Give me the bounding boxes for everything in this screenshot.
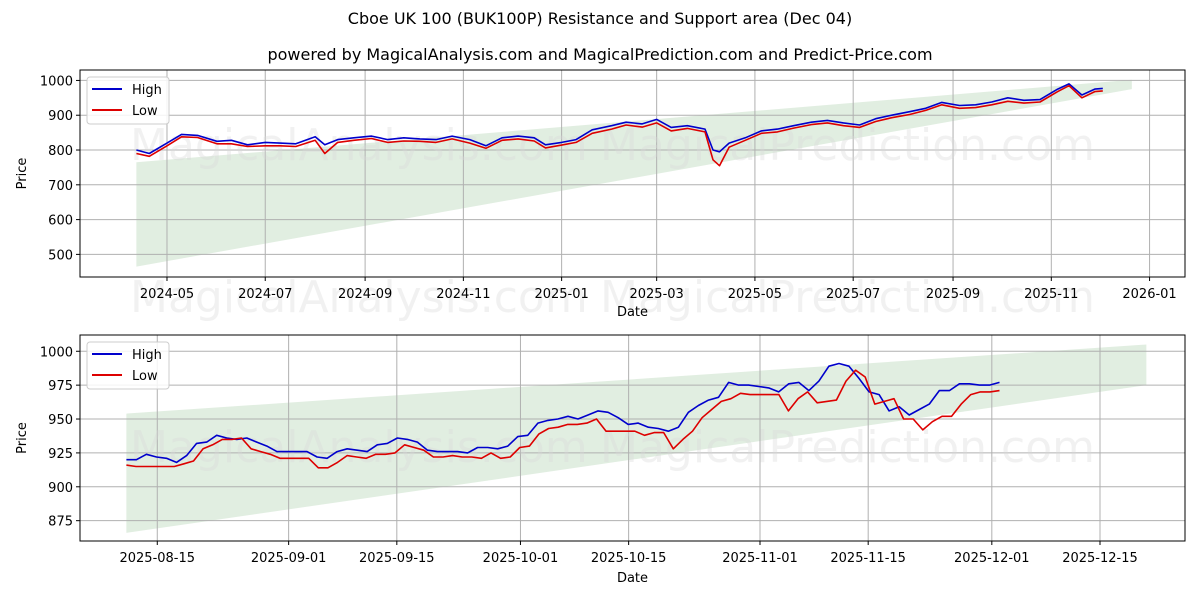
x-axis-label: Date [617, 305, 648, 320]
x-axis-ticks: 2025-08-15 2025-09-01 2025-09-15 2025-10-01… [119, 541, 1138, 566]
y-tick-label: 1000 [40, 345, 73, 360]
x-tick-label: 2025-01 [534, 287, 588, 302]
chart-subtitle: powered by MagicalAnalysis.com and Magic… [267, 45, 933, 64]
x-tick-label: 2024-09 [338, 287, 392, 302]
legend-label-low: Low [132, 104, 158, 119]
y-tick-label: 900 [48, 481, 73, 496]
x-tick-label: 2025-10-15 [591, 551, 667, 566]
y-tick-label: 500 [48, 248, 73, 263]
series-low-line [126, 369, 1000, 469]
x-tick-label: 2025-11 [1024, 287, 1078, 302]
x-tick-label: 2025-09 [926, 287, 980, 302]
watermark: MagicalAnalysis.com MagicalPrediction.com [130, 422, 1095, 473]
plot-frame [79, 69, 1186, 278]
grid [80, 70, 1185, 277]
x-tick-label: 2024-05 [140, 287, 194, 302]
x-tick-label: 2025-12-01 [954, 551, 1030, 566]
series-high-line [136, 83, 1103, 155]
y-axis-ticks: 875 900 925 950 975 1000 [40, 345, 80, 530]
support-resistance-band [126, 344, 1147, 533]
x-axis-ticks: 2024-05 2024-07 2024-09 2024-11 2025-01 2025-… [140, 277, 1177, 302]
svg-text:MagicalPrediction.com: MagicalPrediction.com [600, 272, 1095, 323]
x-tick-label: 2024-07 [238, 287, 292, 302]
x-tick-label: 2025-11-15 [830, 551, 906, 566]
x-tick-label: 2025-09-15 [359, 551, 435, 566]
support-resistance-band [136, 79, 1132, 267]
legend-label-high: High [132, 348, 162, 363]
x-tick-label: 2025-11-01 [722, 551, 798, 566]
x-tick-label: 2025-12-15 [1062, 551, 1138, 566]
legend: High Low [86, 341, 170, 390]
y-tick-label: 600 [48, 214, 73, 229]
plot-frame [79, 334, 1186, 542]
y-tick-label: 1000 [40, 74, 73, 89]
series-low-line [136, 84, 1103, 167]
x-tick-label: 2025-09-01 [251, 551, 327, 566]
x-tick-label: 2025-07 [826, 287, 880, 302]
x-tick-label: 2026-01 [1122, 287, 1176, 302]
y-axis-label: Price [15, 158, 30, 190]
y-axis-label: Price [15, 422, 30, 454]
y-tick-label: 875 [48, 515, 73, 530]
x-tick-label: 2025-08-15 [119, 551, 195, 566]
y-tick-label: 800 [48, 144, 73, 159]
watermark: MagicalAnalysis.com MagicalPrediction.com… [130, 120, 1095, 323]
x-tick-label: 2025-10-01 [483, 551, 559, 566]
x-tick-label: 2024-11 [436, 287, 490, 302]
y-tick-label: 700 [48, 179, 73, 194]
legend-label-low: Low [132, 369, 158, 384]
svg-text:MagicalAnalysis.com: MagicalAnalysis.com [130, 120, 588, 171]
x-tick-label: 2025-03 [629, 287, 683, 302]
legend: High Low [86, 76, 170, 125]
chart-title: Cboe UK 100 (BUK100P) Resistance and Sup… [347, 9, 853, 28]
y-tick-label: 975 [48, 379, 73, 394]
subplot-1: MagicalAnalysis.com MagicalPrediction.com… [15, 69, 1186, 323]
x-axis-label: Date [617, 571, 648, 586]
x-tick-label: 2025-05 [728, 287, 782, 302]
svg-text:MagicalPrediction.com: MagicalPrediction.com [600, 422, 1095, 473]
y-axis-ticks: 500 600 700 800 900 1000 [40, 74, 80, 263]
svg-text:MagicalAnalysis.com: MagicalAnalysis.com [130, 272, 588, 323]
y-tick-label: 900 [48, 109, 73, 124]
y-tick-label: 925 [48, 447, 73, 462]
y-tick-label: 950 [48, 413, 73, 428]
legend-label-high: High [132, 83, 162, 98]
subplot-2: MagicalAnalysis.com MagicalPrediction.com… [15, 334, 1186, 586]
